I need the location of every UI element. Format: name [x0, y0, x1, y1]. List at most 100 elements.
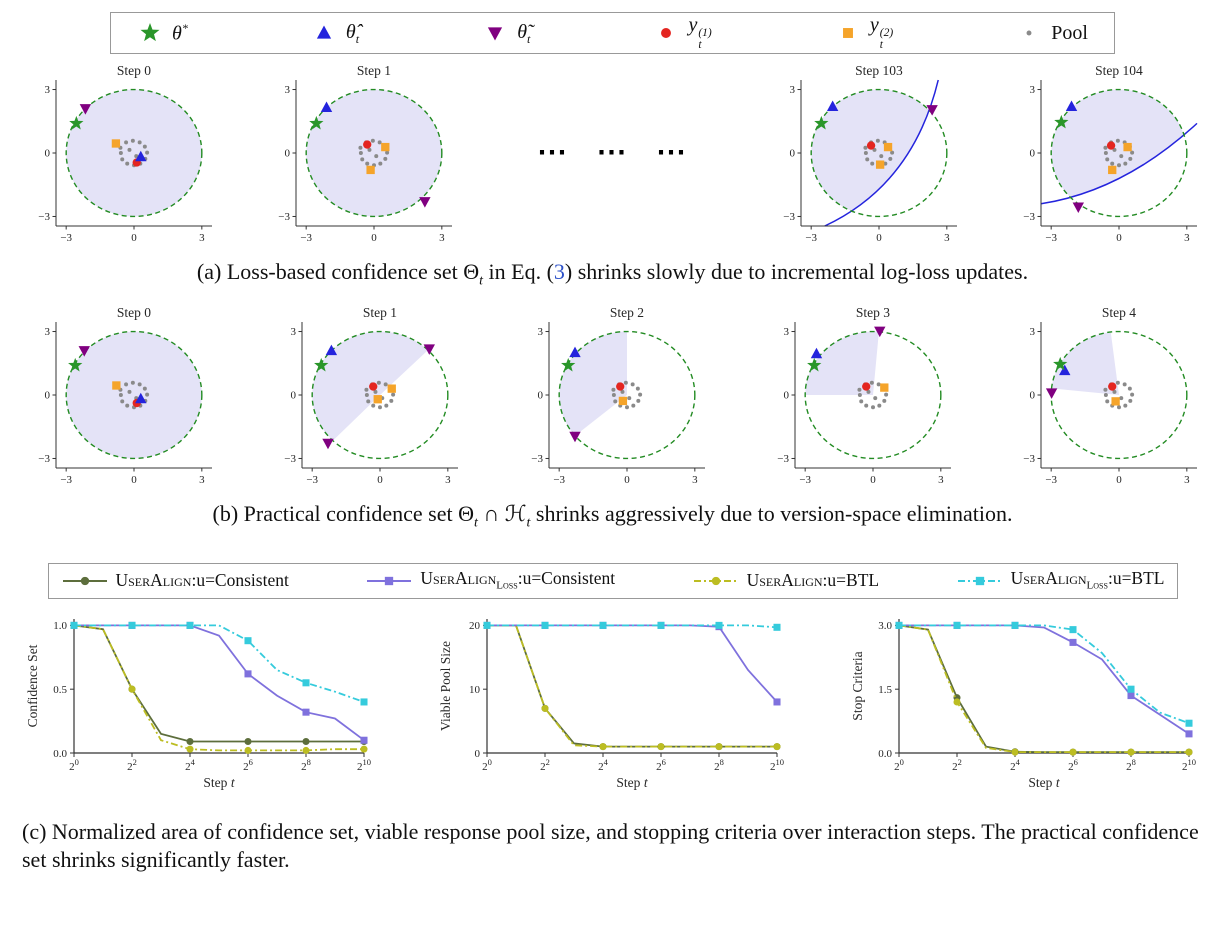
y-tick-label: 3 — [783, 326, 789, 338]
boundary-circle — [1050, 88, 1188, 218]
pool-point — [127, 390, 132, 395]
line-legend-label: UserAlign:u=BTL — [746, 569, 880, 590]
pool-point — [863, 403, 868, 408]
theta_tilde-marker — [1072, 202, 1085, 213]
series-marker — [302, 678, 310, 686]
pool-point — [1127, 386, 1132, 391]
series-marker — [598, 621, 607, 629]
pool-point — [876, 382, 881, 387]
y-tick-label: −3 — [777, 453, 789, 465]
excluded-region-mask — [824, 89, 947, 217]
plot-title: Step 1 — [363, 306, 397, 320]
pool-point — [612, 399, 617, 404]
pool-point — [373, 390, 378, 395]
plot-title: Step 0 — [117, 306, 151, 320]
pool-point — [124, 382, 129, 387]
equation-ref-link[interactable]: 3 — [553, 259, 565, 284]
y2-marker — [373, 395, 383, 404]
theta_tilde-marker — [78, 346, 90, 357]
paper-figure: θ* θ̂t θ̃t y (1) t y (2) t Pool Step 0 −3 −3 0 0 3 3 Ste… — [20, 12, 1205, 872]
pool-point — [870, 161, 875, 166]
boundary-circle — [810, 88, 948, 218]
series-marker — [540, 704, 549, 712]
legend-item-label: θ̃t — [517, 20, 531, 46]
x-tick-label: −3 — [300, 232, 312, 244]
pool-point — [637, 392, 642, 397]
pool-point — [869, 381, 874, 386]
pool-point — [857, 388, 862, 393]
x-tick-label: 210 — [770, 757, 784, 773]
series-marker — [302, 708, 310, 716]
pool-point — [377, 140, 382, 145]
x-tick-label: 22 — [540, 757, 550, 773]
y-tick-label: −3 — [1023, 211, 1035, 223]
marker-legend-box: θ* θ̂t θ̃t y (1) t y (2) t Pool — [110, 12, 1115, 54]
x-tick-label: 24 — [185, 757, 196, 773]
confidence-region — [558, 331, 627, 437]
theta_star-marker — [309, 115, 324, 130]
series-marker — [772, 698, 781, 706]
pool-point — [365, 393, 370, 398]
pool-point — [118, 393, 123, 398]
triangle-up-icon-shape — [316, 25, 332, 39]
scatter-plot: Step 1 −3 −3 0 0 3 3 — [285, 305, 459, 486]
y2-marker — [112, 381, 121, 390]
pool-point — [1130, 392, 1135, 397]
plot-title: Step 0 — [117, 64, 151, 78]
pool-point — [1103, 145, 1108, 150]
pool-point — [1123, 161, 1128, 166]
y2-marker — [1111, 397, 1120, 406]
pool-point — [873, 396, 878, 401]
math-subscript: t — [479, 273, 484, 289]
boundary-circle — [65, 331, 203, 460]
series-marker — [598, 742, 607, 750]
pool-point — [1128, 399, 1133, 404]
series-marker — [953, 698, 961, 706]
line-sample-icon — [957, 576, 1002, 585]
pool-point — [1110, 161, 1115, 166]
y1-marker — [866, 141, 876, 150]
x-tick-label: 0 — [378, 474, 384, 486]
pool-point — [145, 150, 150, 155]
scatter-panel-step-103: Step 103 −3 −3 0 0 3 3 — [765, 63, 965, 254]
y2-marker — [381, 142, 390, 152]
boundary-circle — [804, 331, 942, 460]
theta_hat-marker — [320, 101, 333, 113]
pool-point — [130, 138, 135, 143]
series-marker — [482, 621, 491, 629]
pool-point — [385, 150, 390, 155]
excluded-region-mask — [1051, 123, 1187, 217]
series-marker — [1069, 638, 1077, 646]
series-marker — [1069, 625, 1077, 633]
x-tick-label: 3 — [1184, 474, 1190, 486]
pool-point — [366, 399, 371, 404]
scatter-panel-step-1: Step 1 −3 −3 0 0 3 3 — [260, 63, 460, 254]
y-tick-label: 3 — [790, 84, 796, 96]
x-tick-label: 28 — [1126, 757, 1136, 773]
x-axis-label: Step t — [616, 775, 648, 790]
y1-marker — [369, 382, 378, 391]
scatter-panel-step-1: Step 1 −3 −3 0 0 3 3 — [266, 305, 466, 496]
series-useralign-u-consistent — [73, 624, 364, 742]
scatter-plot: Step 103 −3 −3 0 0 3 3 — [783, 63, 957, 244]
pool-point — [635, 399, 640, 404]
theta_tilde-marker — [568, 432, 581, 443]
y-tick-label: 0 — [291, 390, 297, 402]
theta_star-marker — [560, 358, 575, 372]
y-tick-label: 3 — [45, 326, 51, 338]
series-marker — [1011, 748, 1019, 756]
boundary-circle — [305, 88, 443, 218]
legend-item-: θ̂t — [311, 21, 359, 45]
series-marker — [1127, 685, 1135, 693]
scatter-plot: Step 104 −3 −3 0 0 3 3 — [1023, 63, 1198, 244]
line-legend-item-useralign-loss-u-btl: UserAlignLoss:u=BTL — [956, 569, 1165, 592]
series-marker — [540, 621, 549, 629]
line-legend-label: UserAlign:u=Consistent — [115, 569, 289, 590]
legend-marker — [385, 576, 394, 585]
line-legend-item-useralign-u-consistent: UserAlign:u=Consistent — [61, 569, 289, 590]
y-tick-label: 3 — [1030, 326, 1036, 338]
pool-point — [1105, 157, 1110, 162]
scatter-panel-step-0: Step 0 −3 −3 0 0 3 3 — [20, 305, 220, 496]
subfigure-a-panels: Step 0 −3 −3 0 0 3 3 Step 1 −3 −3 0 0 3 3 ⋯ ⋯ ⋯ Step 10… — [20, 63, 1205, 254]
pool-point — [870, 405, 875, 410]
